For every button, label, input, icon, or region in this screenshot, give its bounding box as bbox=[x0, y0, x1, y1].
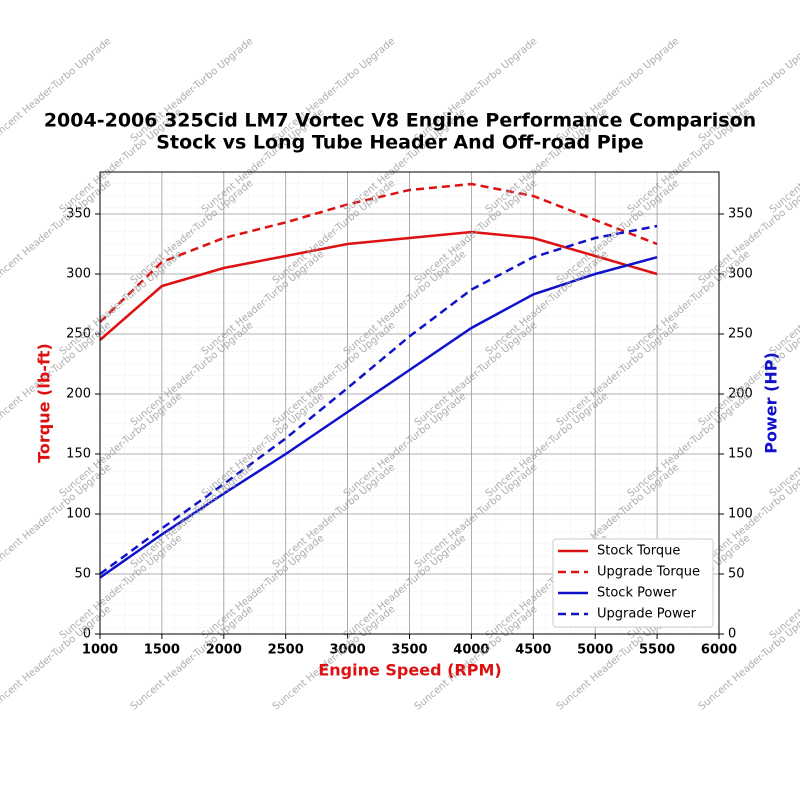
y2-tick-label: 150 bbox=[728, 447, 753, 462]
series-line bbox=[99, 230, 658, 341]
series-line bbox=[99, 182, 658, 323]
y2-tick-label: 0 bbox=[728, 627, 736, 642]
x-tick-label: 2500 bbox=[268, 643, 304, 658]
legend-label: Upgrade Torque bbox=[597, 565, 700, 580]
legend-box bbox=[552, 538, 714, 628]
x-tick-label: 5000 bbox=[577, 643, 613, 658]
plot-frame bbox=[99, 171, 720, 635]
y-tick-label: 250 bbox=[66, 327, 91, 342]
legend-label: Stock Torque bbox=[597, 544, 680, 559]
chart-subtitle: Stock vs Long Tube Header And Off-road P… bbox=[156, 132, 643, 154]
series-line bbox=[99, 255, 658, 579]
x-tick-label: 2000 bbox=[206, 643, 242, 658]
y-tick-label: 50 bbox=[74, 567, 91, 582]
x-tick-label: 4500 bbox=[515, 643, 551, 658]
y2-tick-label: 350 bbox=[728, 207, 753, 222]
y2-tick-label: 250 bbox=[728, 327, 753, 342]
x-tick-label: 3000 bbox=[330, 643, 366, 658]
legend-label: Stock Power bbox=[597, 586, 677, 601]
x-tick-label: 5500 bbox=[639, 643, 675, 658]
y-tick-label: 200 bbox=[66, 387, 91, 402]
y2-tick-label: 300 bbox=[728, 267, 753, 282]
x-axis-label: Engine Speed (RPM) bbox=[318, 661, 501, 680]
y-tick-label: 0 bbox=[83, 627, 91, 642]
legend-label: Upgrade Power bbox=[597, 607, 697, 622]
x-tick-label: 1000 bbox=[82, 643, 118, 658]
x-tick-label: 4000 bbox=[453, 643, 489, 658]
x-tick-label: 1500 bbox=[144, 643, 180, 658]
y2-tick-label: 100 bbox=[728, 507, 753, 522]
y-tick-label: 300 bbox=[66, 267, 91, 282]
y-tick-label: 150 bbox=[66, 447, 91, 462]
y2-tick-label: 50 bbox=[728, 567, 745, 582]
x-tick-label: 3500 bbox=[391, 643, 427, 658]
y-axis-label: Torque (lb-ft) bbox=[35, 343, 54, 463]
y2-axis-label: Power (HP) bbox=[762, 352, 781, 454]
y-tick-label: 350 bbox=[66, 207, 91, 222]
y2-tick-label: 200 bbox=[728, 387, 753, 402]
chart-title: 2004-2006 325Cid LM7 Vortec V8 Engine Pe… bbox=[44, 110, 756, 132]
x-tick-label: 6000 bbox=[701, 643, 737, 658]
y-tick-label: 100 bbox=[66, 507, 91, 522]
